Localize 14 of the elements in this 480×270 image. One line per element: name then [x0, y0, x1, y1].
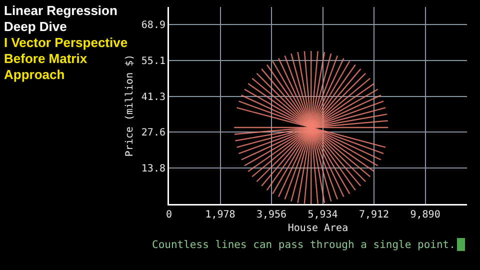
x-tick-label: 3,956 — [256, 210, 287, 220]
y-tick-label: 41.3 — [141, 92, 166, 104]
y-tick-label: 55.1 — [141, 56, 166, 68]
y-tick-label: 13.8 — [141, 164, 166, 175]
x-tick-label: 1,978 — [205, 210, 236, 220]
x-tick-label: 5,934 — [308, 210, 338, 220]
text: Countless lines can pass through a single point. — [152, 238, 456, 250]
x-axis-title: House Area — [288, 222, 348, 234]
y-tick-label: 68.9 — [141, 20, 166, 32]
text: Linear Regression Deep Dive — [4, 3, 118, 35]
x-tick-label: 0 — [166, 210, 172, 220]
x-tick-label: 9,890 — [410, 210, 440, 220]
y-tick-label: 27.6 — [141, 128, 166, 139]
x-tick-label: 7,912 — [358, 210, 390, 220]
